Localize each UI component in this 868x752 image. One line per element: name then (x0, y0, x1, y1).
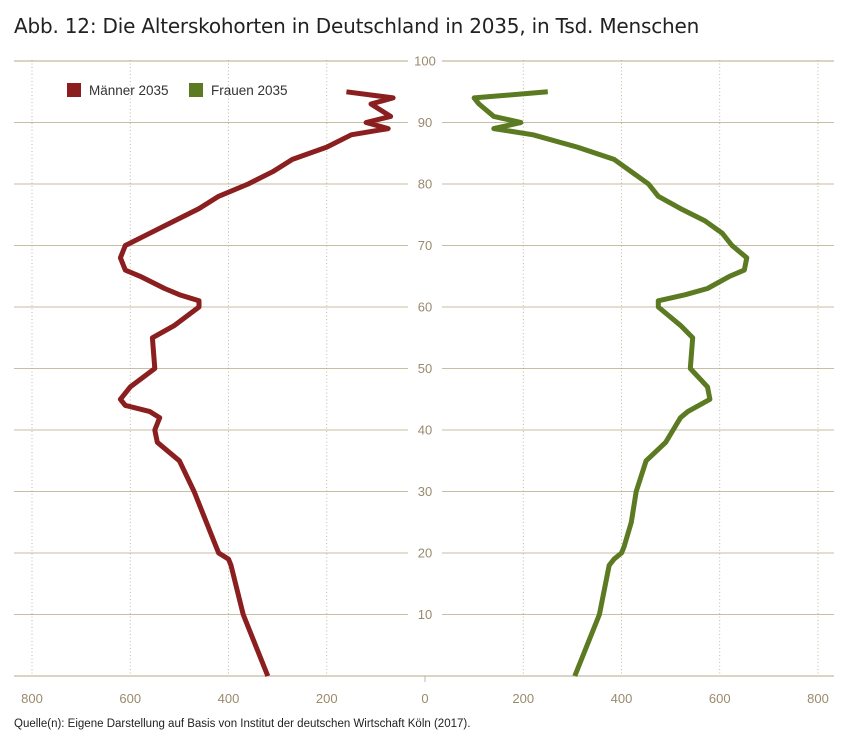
y-tick-label: 10 (418, 607, 432, 622)
y-tick-label: 20 (418, 546, 432, 561)
y-tick-label: 90 (418, 115, 432, 130)
y-tick-label: 70 (418, 238, 432, 253)
legend-swatch (189, 83, 203, 97)
y-tick-label: 60 (418, 300, 432, 315)
legend-item-frauen: Frauen 2035 (189, 83, 288, 98)
series-line-maenner (117, 89, 396, 677)
x-tick-label-left: 0 (421, 691, 428, 706)
x-tick-label-right: 400 (611, 691, 633, 706)
legend-swatch (67, 83, 81, 97)
y-tick-label: 100 (414, 54, 436, 69)
series-line-frauen (471, 89, 750, 677)
legend-label: Frauen 2035 (211, 83, 288, 98)
chart-title: Abb. 12: Die Alterskohorten in Deutschla… (14, 14, 700, 38)
x-tick-label-right: 200 (512, 691, 534, 706)
grid-layer (14, 60, 834, 682)
y-tick-label: 40 (418, 423, 432, 438)
x-tick-label-left: 400 (218, 691, 240, 706)
legend: Männer 2035 Frauen 2035 (67, 83, 288, 98)
y-tick-label: 30 (418, 484, 432, 499)
axis-layer: 10 20 30 40 50 60 70 80 90 100 800 600 400 200 0 200 400… (21, 54, 829, 707)
y-tick-label: 80 (418, 177, 432, 192)
source-note: Quelle(n): Eigene Darstellung auf Basis … (14, 718, 471, 730)
x-tick-label-right: 600 (709, 691, 731, 706)
x-tick-label-left: 600 (119, 691, 141, 706)
legend-item-maenner: Männer 2035 (67, 83, 169, 98)
x-tick-label-right: 800 (807, 691, 829, 706)
x-tick-label-left: 800 (21, 691, 43, 706)
x-tick-label-left: 200 (316, 691, 338, 706)
series-layer (117, 89, 750, 677)
legend-label: Männer 2035 (89, 83, 169, 98)
y-tick-label: 50 (418, 361, 432, 376)
